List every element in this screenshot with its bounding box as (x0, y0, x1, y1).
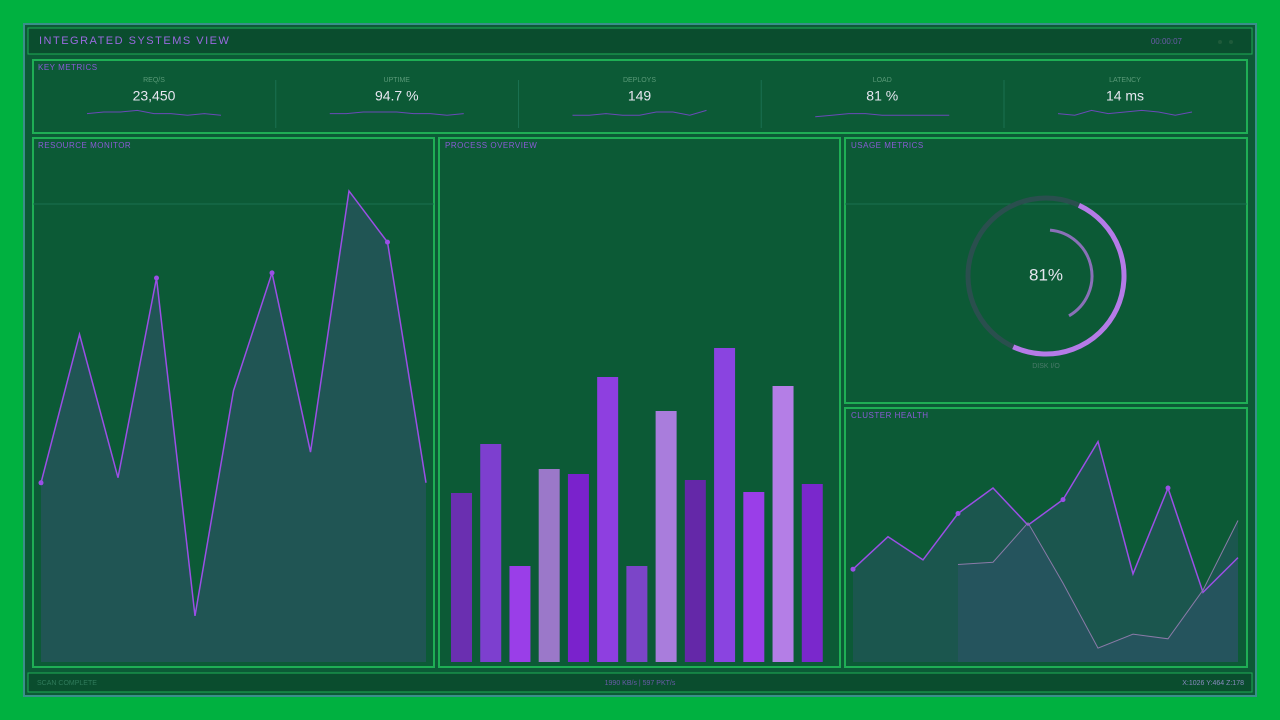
metric-value: 94.7 % (375, 88, 419, 104)
bar (480, 444, 502, 662)
metric-label: LATENCY (1109, 77, 1141, 84)
metric-value: 81 % (866, 88, 898, 104)
point (154, 275, 159, 281)
panel-title: KEY METRICS (38, 63, 98, 72)
point (385, 239, 390, 245)
line (957, 520, 1239, 649)
bar (772, 386, 794, 662)
bar (801, 484, 823, 662)
point (1165, 485, 1171, 491)
usage-panel (844, 137, 1248, 404)
gauge-inner (1049, 228, 1094, 318)
bar (626, 566, 648, 662)
status-dot (1229, 40, 1233, 44)
panel-title: PROCESS OVERVIEW (445, 141, 537, 150)
sparkline (329, 111, 464, 116)
footer-status: SCAN COMPLETE (37, 680, 97, 687)
bar (655, 411, 677, 662)
sparkline (815, 113, 950, 118)
bar (597, 377, 619, 662)
bar (743, 492, 765, 662)
metric-label: UPTIME (384, 77, 411, 84)
area (853, 441, 1238, 662)
metric-value: 23,450 (133, 88, 176, 104)
point (269, 270, 275, 276)
metric-label: REQ/S (143, 77, 165, 84)
metric-label: LOAD (873, 77, 892, 84)
gauge-label: DISK I/O (1032, 363, 1060, 370)
metric-label: DEPLOYS (623, 77, 656, 84)
point (38, 480, 44, 486)
gauge-value: 81% (1029, 265, 1063, 284)
bar (714, 348, 736, 662)
panel-title: RESOURCE MONITOR (38, 141, 131, 150)
metrics-panel (32, 59, 1248, 134)
metric-value: 14 ms (1106, 88, 1144, 104)
bar (567, 474, 589, 662)
sparkline (1057, 109, 1193, 116)
metric-value: 149 (628, 88, 652, 104)
bar (451, 493, 472, 662)
bar (538, 469, 560, 662)
line (40, 189, 427, 617)
line (852, 439, 1239, 594)
status-dot (1218, 40, 1222, 44)
header-title: INTEGRATED SYSTEMS VIEW (39, 35, 230, 47)
cluster-panel (844, 407, 1248, 668)
area (41, 190, 426, 662)
sparkline (572, 109, 707, 116)
footer-throughput: 1990 KB/s | 597 PKT/s (605, 680, 676, 687)
bar (684, 480, 706, 662)
sparkline (86, 109, 222, 116)
footer-bar (27, 672, 1253, 693)
area (958, 520, 1238, 662)
panel-title: USAGE METRICS (851, 141, 924, 150)
point (1060, 497, 1066, 503)
gauge-arc (1012, 203, 1127, 357)
point (955, 511, 961, 517)
header-bar (27, 27, 1253, 55)
resource-panel (32, 137, 435, 668)
point (850, 566, 856, 572)
footer-coords: X:1026 Y:464 Z:178 (1182, 680, 1244, 687)
clock: 00:00:07 (1151, 37, 1183, 46)
bar (509, 566, 531, 662)
panel-title: CLUSTER HEALTH (851, 411, 929, 420)
